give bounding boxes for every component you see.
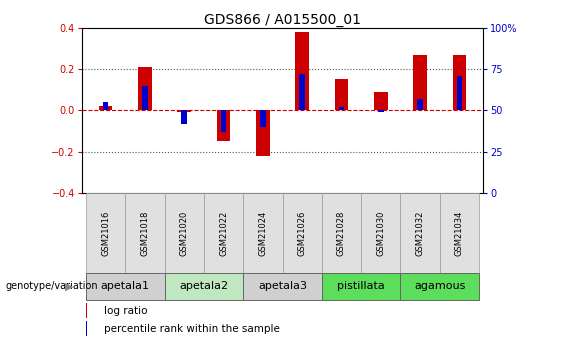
Bar xyxy=(220,110,227,132)
Bar xyxy=(401,273,479,300)
Text: GSM21022: GSM21022 xyxy=(219,210,228,256)
Bar xyxy=(374,92,388,110)
Text: GSM21028: GSM21028 xyxy=(337,210,346,256)
Bar xyxy=(138,67,152,110)
Bar xyxy=(453,55,466,110)
Bar xyxy=(86,321,87,336)
Text: GSM21020: GSM21020 xyxy=(180,210,189,256)
Bar xyxy=(256,110,270,156)
Text: GSM21030: GSM21030 xyxy=(376,210,385,256)
Bar xyxy=(243,273,322,300)
Bar xyxy=(86,193,125,273)
Text: apetala3: apetala3 xyxy=(258,282,307,291)
Text: GSM21016: GSM21016 xyxy=(101,210,110,256)
Bar xyxy=(181,110,187,124)
Bar xyxy=(86,273,164,300)
Bar xyxy=(299,74,305,110)
Text: GSM21026: GSM21026 xyxy=(298,210,307,256)
Bar xyxy=(322,273,401,300)
Text: ▶: ▶ xyxy=(65,282,73,291)
Bar xyxy=(334,79,349,110)
Bar xyxy=(164,193,204,273)
Bar xyxy=(142,86,148,110)
Bar xyxy=(282,193,322,273)
Bar xyxy=(204,193,243,273)
Bar xyxy=(378,110,384,112)
Bar xyxy=(322,193,361,273)
Text: pistillata: pistillata xyxy=(337,282,385,291)
Text: GSM21034: GSM21034 xyxy=(455,210,464,256)
Bar xyxy=(401,193,440,273)
Text: apetala1: apetala1 xyxy=(101,282,150,291)
Bar xyxy=(86,303,87,318)
Bar xyxy=(99,106,112,110)
Bar xyxy=(338,107,345,110)
Text: GSM21024: GSM21024 xyxy=(258,210,267,256)
Bar xyxy=(457,76,462,110)
Bar xyxy=(243,193,282,273)
Bar xyxy=(413,55,427,110)
Bar xyxy=(260,110,266,127)
Text: agamous: agamous xyxy=(414,282,466,291)
Text: GSM21018: GSM21018 xyxy=(140,210,149,256)
Text: apetala2: apetala2 xyxy=(179,282,228,291)
Bar xyxy=(125,193,164,273)
Text: percentile rank within the sample: percentile rank within the sample xyxy=(104,324,280,334)
Text: genotype/variation: genotype/variation xyxy=(6,282,98,291)
Bar xyxy=(440,193,479,273)
Bar xyxy=(295,32,309,110)
Text: log ratio: log ratio xyxy=(104,306,147,316)
Bar xyxy=(164,273,243,300)
Bar xyxy=(177,110,191,112)
Bar xyxy=(103,102,108,110)
Bar xyxy=(216,110,231,141)
Text: GSM21032: GSM21032 xyxy=(416,210,425,256)
Bar xyxy=(417,99,423,110)
Title: GDS866 / A015500_01: GDS866 / A015500_01 xyxy=(204,12,361,27)
Bar xyxy=(361,193,401,273)
